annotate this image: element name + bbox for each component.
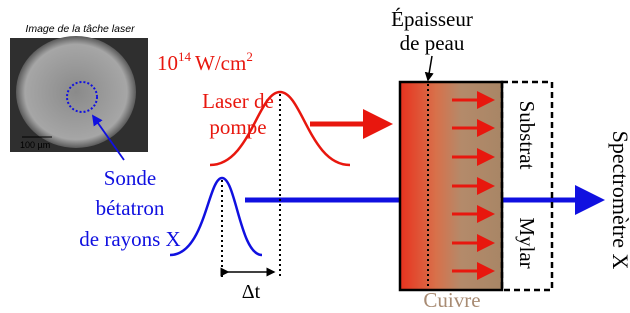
probe-label: de rayons X [79,227,180,251]
probe-label: bétatron [96,196,165,220]
detector-label: Spectromètre X [608,131,630,270]
skin-depth-label: Épaisseur [391,7,473,31]
probe-label: Sonde [104,166,157,190]
substrate-label: Substrat [515,101,539,170]
intensity-exponent: 14 [178,49,192,64]
skin-depth-label: de peau [400,31,465,55]
intensity-base: 10 [157,51,178,75]
intensity-unit: W/cm [195,51,246,75]
laser-spot [16,36,136,148]
diagram: Image de la tâche laser 100 µm 1014W/cm2… [0,0,630,313]
inset-title: Image de la tâche laser [25,23,135,35]
copper-label: Cuivre [423,288,480,312]
intensity-unit-exponent: 2 [246,49,253,64]
mylar-label: Mylar [515,217,539,268]
delay-label: Δt [242,281,261,303]
scale-label: 100 µm [20,140,50,150]
skin-depth-pointer [428,56,432,80]
probe-pulse [170,178,262,255]
